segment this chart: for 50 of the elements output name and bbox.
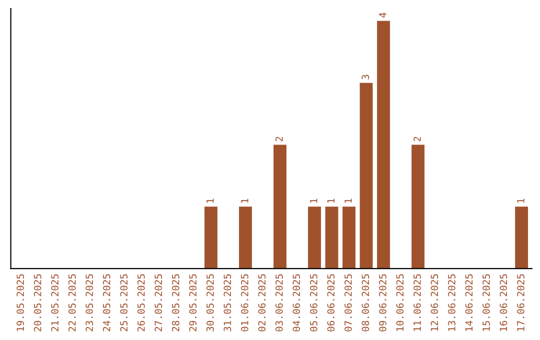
data-label: 1 xyxy=(310,198,318,203)
x-tick-label: 22.05.2025 xyxy=(68,274,76,332)
x-tick-label: 19.05.2025 xyxy=(16,274,24,331)
x-tick-label: 12.06.2025 xyxy=(430,274,438,331)
bar xyxy=(360,82,373,269)
x-tick-label: 29.05.2025 xyxy=(189,274,197,332)
x-tick-label: 03.06.2025 xyxy=(275,274,283,332)
bar xyxy=(204,206,218,269)
x-tick-label: 15.06.2025 xyxy=(482,274,490,331)
data-label: 3 xyxy=(362,74,370,80)
x-tick-label: 11.06.2025 xyxy=(414,274,421,331)
x-tick-label: 17.06.2025 xyxy=(517,274,524,331)
data-label: 1 xyxy=(241,198,248,203)
bar xyxy=(515,206,528,269)
x-tick-label: 01.06.2025 xyxy=(240,274,248,332)
x-tick-label: 14.06.2025 xyxy=(465,274,473,331)
data-label: 1 xyxy=(517,198,524,203)
x-tick-label: 02.06.2025 xyxy=(258,274,266,332)
x-tick-label: 27.05.2025 xyxy=(154,274,162,332)
x-tick-label: 31.05.2025 xyxy=(224,274,232,332)
x-tick-label: 10.06.2025 xyxy=(396,274,404,331)
x-tick-label: 04.06.2025 xyxy=(292,274,300,332)
bar xyxy=(412,144,424,269)
bar xyxy=(377,20,390,269)
data-label: 1 xyxy=(344,198,352,203)
x-tick-label: 28.05.2025 xyxy=(172,274,180,332)
x-tick-label: 30.05.2025 xyxy=(206,274,214,332)
x-tick-label: 06.06.2025 xyxy=(327,274,335,332)
bar xyxy=(308,206,321,269)
x-tick-label: 25.05.2025 xyxy=(120,274,128,332)
data-label: 1 xyxy=(327,198,334,203)
x-tick-label: 13.06.2025 xyxy=(448,274,456,331)
x-tick-label: 21.05.2025 xyxy=(51,274,59,332)
x-tick-label: 24.05.2025 xyxy=(102,274,110,332)
data-label: 2 xyxy=(275,136,283,142)
data-label: 4 xyxy=(379,12,386,18)
bar xyxy=(238,206,252,269)
x-tick-label: 23.05.2025 xyxy=(86,274,94,332)
bar xyxy=(325,206,338,269)
x-tick-label: 20.05.2025 xyxy=(34,274,42,332)
x-tick-label: 08.06.2025 xyxy=(362,274,370,332)
x-tick-label: 26.05.2025 xyxy=(137,274,145,332)
x-tick-label: 07.06.2025 xyxy=(344,274,352,332)
data-label: 1 xyxy=(206,198,214,203)
data-label: 2 xyxy=(414,136,421,142)
x-tick-label: 09.06.2025 xyxy=(379,274,386,332)
bar xyxy=(342,206,356,269)
bar xyxy=(274,144,286,269)
x-tick-label: 05.06.2025 xyxy=(310,274,318,332)
x-tick-label: 16.06.2025 xyxy=(500,274,508,331)
